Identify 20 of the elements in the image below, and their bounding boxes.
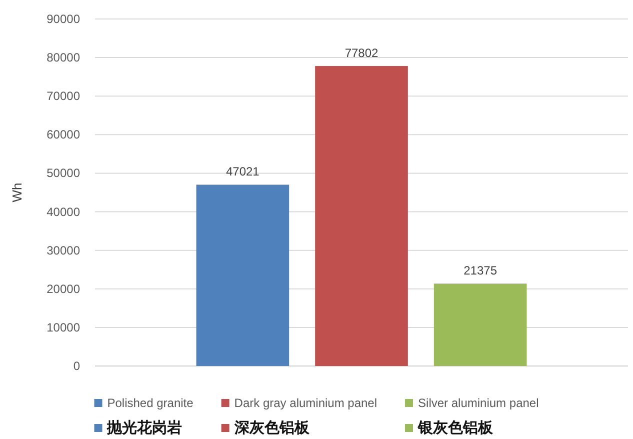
y-tick-label: 30000: [46, 243, 80, 258]
data-label: 47021: [226, 164, 260, 179]
y-tick-label: 80000: [46, 50, 80, 65]
y-axis-title: Wh: [10, 182, 24, 202]
y-tick-label: 20000: [46, 282, 80, 296]
y-tick-label: 60000: [46, 128, 80, 142]
data-label: 77802: [344, 46, 379, 60]
bar: [434, 284, 527, 366]
data-label: 21375: [464, 264, 498, 278]
y-tick-label: 70000: [46, 89, 80, 104]
y-tick-label: 0: [73, 359, 80, 373]
y-tick-label: 10000: [46, 320, 80, 334]
legend-label: Silver aluminium panel 银灰色铝板: [417, 396, 539, 436]
legend-label: Dark gray aluminium panel 深灰色铝板: [233, 396, 378, 436]
bar: [196, 184, 290, 366]
y-tick-label: 50000: [46, 166, 80, 180]
y-tick-label: 90000: [46, 12, 80, 26]
bar: [315, 66, 408, 366]
y-tick-label: 40000: [46, 204, 80, 219]
legend-label: Polished granite 抛光花岗岩: [106, 396, 194, 436]
